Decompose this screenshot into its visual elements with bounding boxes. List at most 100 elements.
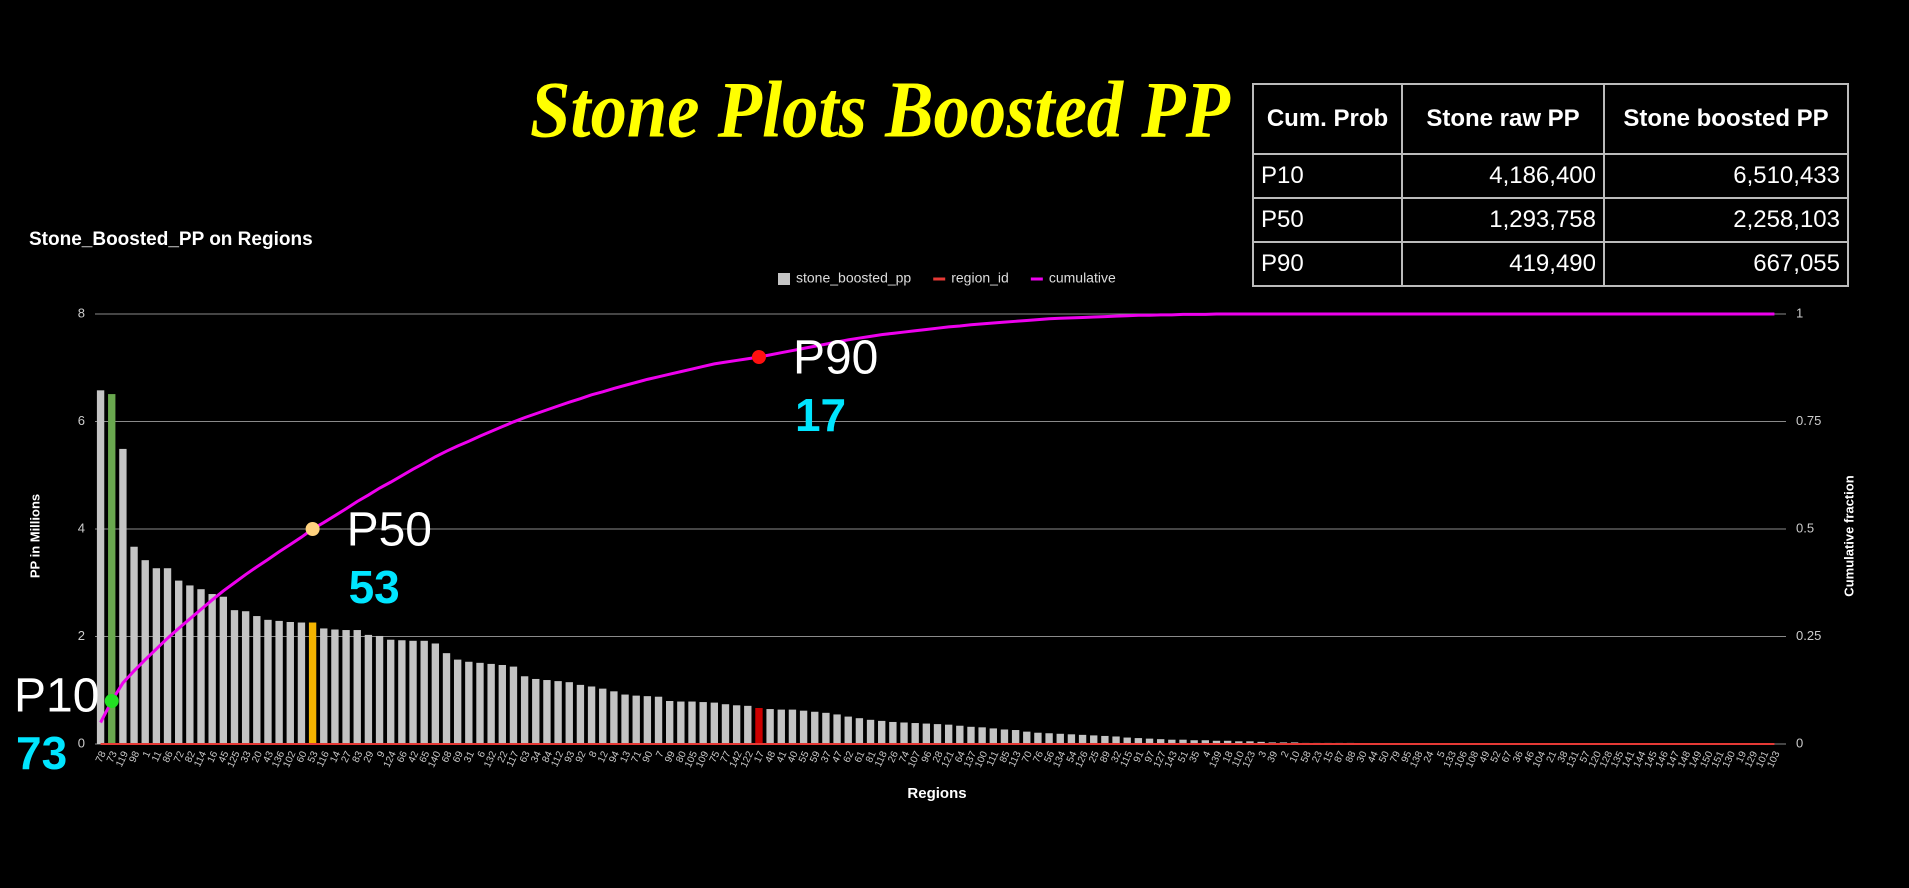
x-tick-label: 69 [451,749,466,764]
x-tick-label: 77 [719,749,734,764]
bar [710,702,719,744]
bar [498,664,506,744]
x-tick-label: 64 [953,749,968,764]
x-tick-label: 76 [1031,749,1046,764]
bar [956,725,964,744]
bar [766,709,774,744]
table-header: Cum. Prob Stone raw PP Stone boosted PP [1252,83,1849,155]
x-tick-label: 6 [476,749,489,759]
x-tick-label: 78 [94,749,109,764]
bar [699,702,707,744]
x-tick-label: 37 [819,749,834,764]
bar [119,448,127,744]
bar [933,724,942,744]
chart-title: Stone_Boosted_PP on Regions [29,229,313,250]
bar [811,711,819,744]
x-tick-label: 94 [607,749,622,764]
bar [186,585,194,744]
x-tick-label: 90 [641,749,656,764]
x-tick-label: 98 [127,749,142,764]
x-tick-label: 2 [1279,749,1292,759]
bar [543,680,551,744]
x-tick-label: 63 [518,749,533,764]
bar [1000,729,1009,744]
annotation-region: 17 [795,389,846,441]
y2-tick-label: 0.75 [1796,413,1821,428]
bar [141,560,149,744]
header-cell: Stone boosted PP [1603,83,1849,155]
x-tick-label: 49 [1478,749,1493,764]
x-tick-label: 42 [406,749,421,764]
bar [442,653,451,744]
y-tick-label: 2 [78,628,85,643]
bar [219,596,228,744]
bar [565,682,573,744]
x-tick-label: 57 [1578,749,1593,764]
bar [320,628,328,744]
bar [342,630,350,744]
bar [1067,734,1076,744]
y2-tick-label: 1 [1796,305,1803,320]
x-tick-label: 62 [842,749,857,764]
bar [744,705,752,744]
x-tick-label: 5 [1435,749,1448,759]
x-tick-label: 9 [375,749,388,759]
x-tick-label: 86 [161,749,176,764]
table-row: P50 1,293,758 2,258,103 [1252,197,1849,243]
x-tick-label: 36 [1511,749,1526,764]
bar [241,611,250,744]
summary-table: Cum. Prob Stone raw PP Stone boosted PP … [1252,83,1849,287]
bar [989,728,997,744]
cell: 1,293,758 [1401,197,1605,243]
x-tick-label: 123 [1241,749,1258,769]
x-tick-label: 40 [786,749,801,764]
x-tick-label: 22 [496,749,511,764]
legend-label: cumulative [1049,270,1116,286]
bar [844,716,852,744]
y2-tick-label: 0.25 [1796,628,1821,643]
bar [922,723,931,744]
bar [732,705,741,744]
x-tick-label: 61 [853,749,868,764]
bar [889,721,897,744]
x-tick-label: 34 [529,749,544,764]
x-tick-label: 103 [1766,749,1783,769]
bar [230,610,239,744]
cell: P50 [1252,197,1403,243]
y-tick-label: 4 [78,520,85,535]
bar [643,696,652,744]
x-tick-label: 3 [1257,749,1270,759]
bar [900,722,908,744]
bar [654,696,663,744]
x-tick-label: 84 [540,749,555,764]
bar [1112,736,1120,744]
x-tick-label: 29 [362,749,377,764]
x-tick-label: 88 [1344,749,1359,764]
x-tick-label: 51 [1176,749,1191,764]
bar [1034,732,1042,744]
x-tick-label: 48 [764,749,779,764]
x-tick-label: 66 [395,749,410,764]
x-tick-label: 35 [1188,749,1203,764]
bar [755,707,763,744]
bar [1023,731,1031,744]
cell: 667,055 [1603,241,1849,287]
bar [599,688,607,744]
y-tick-label: 0 [78,735,85,750]
bar [1190,740,1198,744]
x-tick-label: 18 [1221,749,1236,764]
x-tick-label: 83 [351,749,366,764]
x-tick-label: 44 [1366,749,1381,764]
x-tick-label: 81 [864,749,879,764]
bar [1156,739,1165,744]
x-tick-label: 47 [831,749,846,764]
bar [353,630,361,744]
line-cumulative [99,312,1775,724]
bar [509,666,518,744]
y-tick-label: 6 [78,413,85,428]
x-tick-label: 11 [150,749,165,763]
bar [788,709,797,744]
bar [264,619,272,744]
x-tick-label: 12 [596,749,611,764]
x-tick-label: 67 [1500,749,1515,764]
